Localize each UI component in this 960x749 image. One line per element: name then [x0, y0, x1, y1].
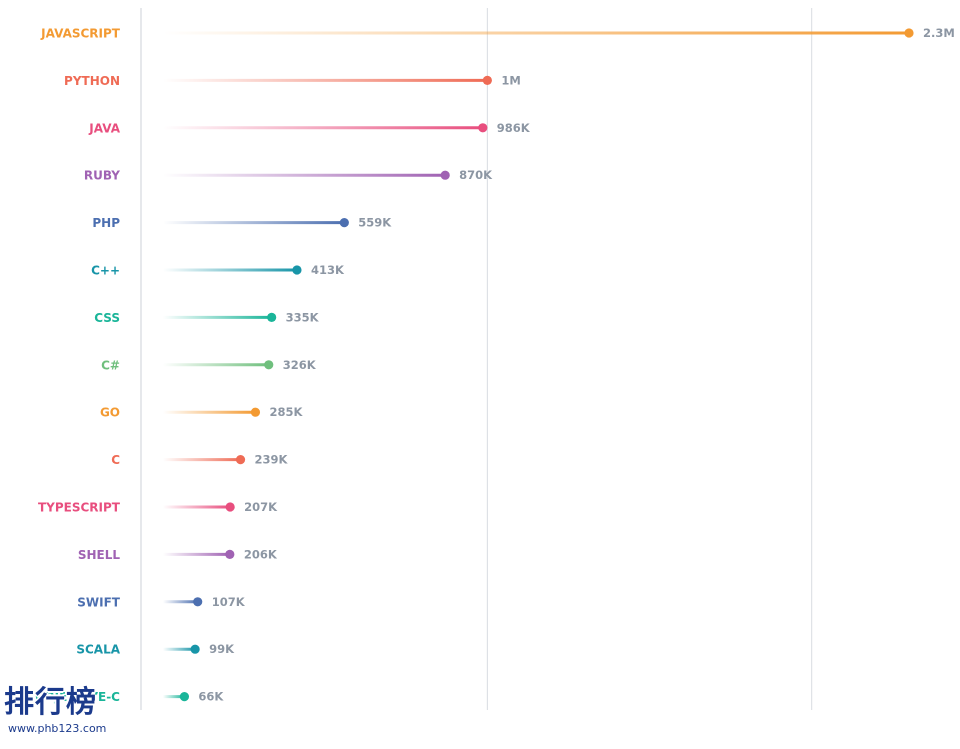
lollipop-dot — [904, 28, 914, 38]
value-label: 66K — [198, 690, 224, 704]
value-label: 2.3M — [923, 26, 955, 40]
category-label: CSS — [94, 311, 120, 325]
lollipop-dot — [440, 170, 450, 180]
lollipop-dot — [225, 549, 235, 560]
lollipop-dot — [179, 692, 190, 702]
lollipop-dot — [267, 312, 277, 322]
value-label: 870K — [459, 168, 493, 182]
lollipop-dot — [193, 597, 203, 607]
watermark-glyphs: 排行榜 — [4, 685, 97, 720]
value-label: 239K — [255, 453, 289, 467]
category-label: RUBY — [84, 169, 120, 183]
value-label: 99K — [209, 642, 235, 656]
category-label: SHELL — [78, 548, 121, 562]
value-label: 207K — [244, 500, 278, 514]
lollipop-dot — [225, 502, 235, 512]
category-label: C — [111, 453, 120, 467]
value-label: 326K — [283, 358, 317, 372]
category-label: SCALA — [76, 643, 120, 657]
value-label: 1M — [501, 73, 520, 87]
lollipop-dot — [235, 455, 246, 465]
value-label: 335K — [286, 310, 320, 324]
grid-layer — [140, 8, 813, 710]
lollipop-dot — [478, 123, 488, 133]
lollipop-dot — [292, 265, 302, 275]
category-label: OBJECTIVE-C — [35, 690, 120, 704]
category-label: PHP — [92, 216, 120, 230]
category-label: SWIFT — [77, 595, 121, 609]
value-label: 206K — [244, 547, 278, 561]
category-label: JAVASCRIPT — [40, 27, 121, 41]
lollipop-dot — [250, 407, 261, 417]
category-label: C++ — [91, 264, 120, 278]
lollipop-dot — [264, 360, 274, 370]
lollipop-dot — [339, 218, 349, 228]
marks-layer: JAVASCRIPT 2.3M PYTHON 1M JAVA 986K RUBY 870K PH… — [35, 26, 955, 704]
lollipop-dot — [482, 75, 492, 85]
category-label: PYTHON — [64, 74, 120, 88]
value-label: 559K — [358, 216, 392, 230]
value-label: 986K — [497, 121, 531, 135]
value-label: 107K — [212, 595, 246, 609]
watermark-url: www.phb123.com — [8, 722, 107, 735]
watermark-logo: 排行榜 www.phb123.com — [4, 686, 124, 746]
value-label: 413K — [311, 263, 345, 277]
lollipop-dot — [190, 644, 200, 654]
category-label: GO — [100, 406, 120, 420]
category-label: JAVA — [88, 121, 120, 135]
category-label: TYPESCRIPT — [38, 501, 121, 515]
value-label: 285K — [269, 405, 303, 419]
category-label: C# — [101, 358, 120, 372]
